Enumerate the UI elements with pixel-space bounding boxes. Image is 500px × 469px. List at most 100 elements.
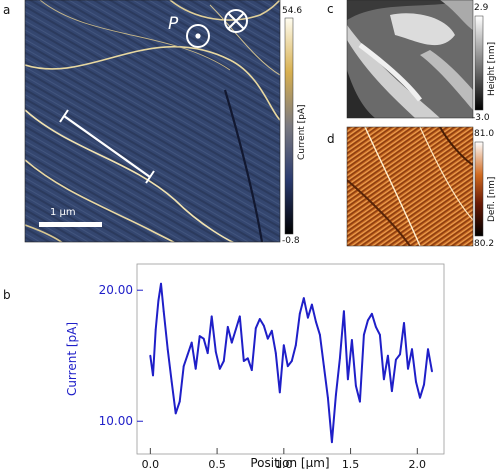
panel-b: b 0.0 0.5 1.0 1.5 2.0 10.00 20.00 Position [μ… (3, 263, 445, 469)
data-point (331, 441, 333, 444)
panel-label-a: a (3, 3, 10, 17)
data-point (262, 324, 265, 327)
panel-label-b: b (3, 288, 11, 302)
height-domains (347, 0, 473, 118)
data-point (274, 352, 277, 354)
data-point (270, 329, 273, 332)
deflection-map-image (347, 127, 473, 246)
data-point (210, 315, 213, 318)
line-profile-marker (59, 109, 155, 184)
data-point (355, 385, 357, 387)
data-point (154, 328, 157, 331)
data-point (226, 326, 229, 328)
data-point (367, 319, 369, 322)
data-point (363, 333, 365, 336)
x-axis-label: Position [μm] (250, 456, 329, 469)
data-point (387, 354, 389, 357)
data-point (351, 339, 353, 341)
data-point (218, 367, 221, 370)
data-point (298, 312, 301, 315)
data-point (311, 303, 313, 306)
data-point (290, 360, 293, 362)
data-point (286, 365, 289, 368)
data-point (152, 374, 154, 377)
data-point (266, 337, 269, 340)
data-point (294, 344, 297, 347)
colorbar-d-min: 80.2 (474, 239, 494, 249)
x-tick-label: 0.0 (142, 458, 160, 469)
data-point (335, 394, 337, 396)
data-point (202, 337, 205, 340)
data-point (323, 365, 325, 368)
data-point (379, 333, 381, 336)
data-point (190, 341, 193, 344)
colorbar-a-min: -0.8 (282, 236, 300, 246)
data-point (222, 360, 225, 362)
data-point (166, 348, 169, 351)
data-point (278, 391, 281, 394)
colorbar-d-max: 81.0 (474, 129, 494, 139)
terrace-edges (25, 0, 280, 242)
data-point (407, 367, 409, 370)
colorbar-c-min: -3.0 (472, 113, 490, 123)
x-tick-label: 1.5 (342, 458, 360, 469)
data-point (174, 412, 177, 415)
x-axis: 0.0 0.5 1.0 1.5 2.0 (142, 448, 426, 469)
data-point (282, 344, 285, 347)
data-point (198, 335, 201, 337)
data-points (149, 282, 433, 444)
data-point (415, 381, 417, 383)
data-point (419, 396, 421, 399)
current-map-image (25, 0, 280, 242)
data-point (339, 357, 341, 360)
data-point (383, 378, 385, 381)
data-point (319, 333, 321, 336)
data-point (242, 360, 245, 362)
data-point (307, 316, 309, 319)
colorbar-c-title: Height [nm] (487, 42, 497, 96)
panel-a: a P 1 μm (3, 0, 281, 243)
colorbar-c: 2.9 -3.0 Height [nm] (472, 3, 497, 123)
scale-bar (39, 222, 102, 227)
data-point (214, 350, 217, 353)
y-axis-label: Current [pA] (65, 322, 79, 396)
data-point (246, 357, 249, 360)
colorbar-c-max: 2.9 (474, 3, 489, 13)
data-point (423, 383, 425, 386)
data-point (182, 365, 185, 368)
colorbar-d: 81.0 80.2 Defl. [nm] (474, 129, 497, 249)
data-point (302, 297, 305, 299)
data-point (157, 299, 160, 302)
data-point (359, 400, 361, 403)
data-point (411, 348, 413, 351)
y-tick-label: 10.00 (99, 414, 133, 428)
colorbar-d-title: Defl. [nm] (487, 177, 497, 222)
x-tick-label: 0.5 (208, 458, 226, 469)
out-of-plane-icon (186, 24, 210, 48)
deflection-features (347, 127, 473, 246)
data-point (343, 310, 345, 313)
data-point (399, 353, 401, 356)
data-point (194, 367, 197, 370)
data-point (395, 358, 397, 361)
data-point (238, 315, 241, 318)
panel-c: c (327, 0, 474, 119)
data-point (178, 400, 181, 403)
current-profile-line (149, 282, 433, 444)
data-point (230, 341, 233, 344)
x-tick-label: 2.0 (409, 458, 427, 469)
data-point (254, 327, 257, 330)
data-point (170, 381, 173, 383)
data-point (403, 322, 405, 324)
polarization-label: P (168, 14, 179, 34)
colorbar-a: 54.6 -0.8 Current [pA] (282, 6, 307, 246)
data-point (375, 326, 377, 328)
data-point (149, 354, 152, 357)
x-tick-label: 1.0 (275, 458, 293, 469)
into-plane-icon (224, 9, 248, 33)
data-point (162, 310, 165, 313)
data-point (327, 396, 329, 399)
data-point (315, 320, 317, 323)
y-tick-label: 20.00 (99, 283, 133, 297)
